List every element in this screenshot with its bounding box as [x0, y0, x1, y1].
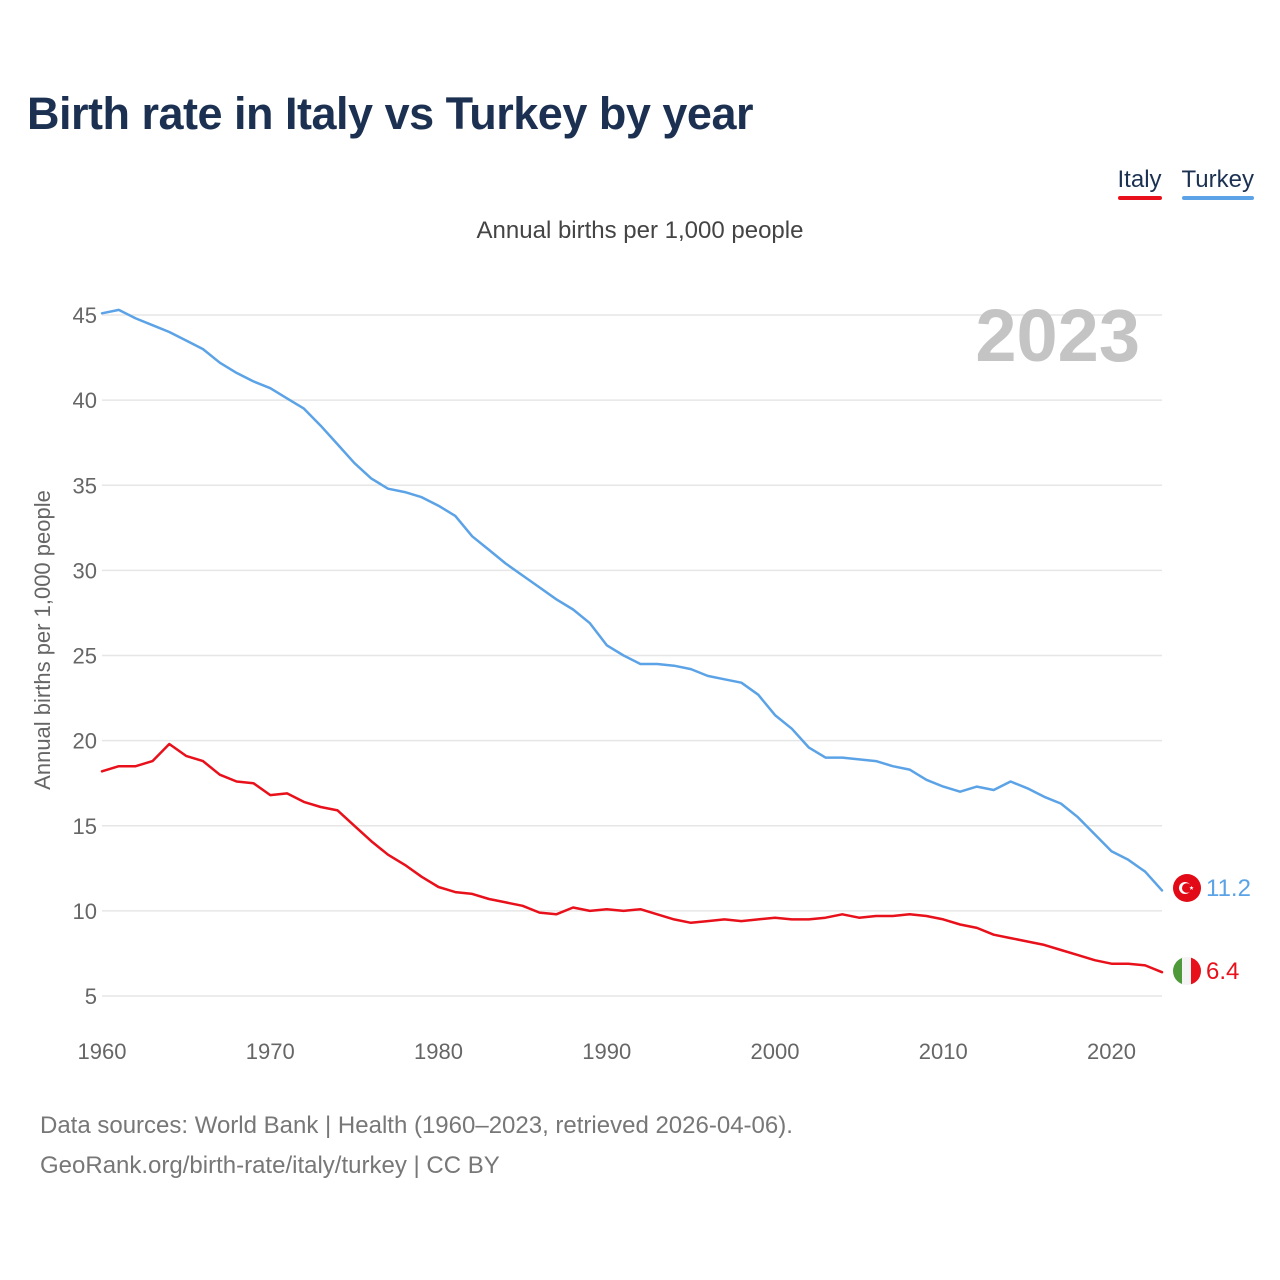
x-tick-label-2000: 2000 — [751, 1039, 800, 1064]
x-tick-label-2020: 2020 — [1087, 1039, 1136, 1064]
year-watermark: 2023 — [975, 294, 1140, 377]
legend-label-turkey: Turkey — [1181, 166, 1254, 193]
x-tick-label-1970: 1970 — [246, 1039, 295, 1064]
x-tick-label-1990: 1990 — [582, 1039, 631, 1064]
y-tick-label-35: 35 — [73, 473, 97, 498]
grid-lines — [102, 314, 1162, 997]
series-lines — [100, 308, 1164, 974]
x-tick-label-2010: 2010 — [919, 1039, 968, 1064]
y-tick-label-10: 10 — [73, 899, 97, 924]
x-axis-ticks: 1960 1970 1980 1990 2000 2010 2020 — [78, 1039, 1136, 1064]
series-line-italy — [100, 742, 1164, 974]
chart-title: Birth rate in Italy vs Turkey by year — [27, 88, 753, 139]
legend-label-italy: Italy — [1117, 166, 1162, 193]
y-tick-label-45: 45 — [73, 303, 97, 328]
end-label-turkey: 11.2 — [1206, 875, 1251, 902]
y-axis-label: Annual births per 1,000 people — [30, 490, 55, 790]
turkey-flag-icon — [1173, 874, 1201, 902]
y-tick-label-40: 40 — [73, 388, 97, 413]
y-tick-label-5: 5 — [85, 984, 97, 1009]
y-tick-label-30: 30 — [73, 558, 97, 583]
legend-item-italy[interactable]: Italy — [1117, 166, 1162, 200]
legend-swatch-italy — [1117, 196, 1162, 200]
legend-item-turkey[interactable]: Turkey — [1181, 166, 1254, 200]
legend: Italy Turkey — [1117, 166, 1254, 200]
italy-flag-icon — [1173, 957, 1201, 985]
chart-subtitle: Annual births per 1,000 people — [476, 217, 804, 244]
x-tick-label-1960: 1960 — [78, 1039, 127, 1064]
y-axis-ticks: 5 10 15 20 25 30 35 40 45 — [73, 303, 97, 1009]
series-line-turkey — [100, 308, 1164, 892]
credit-line: GeoRank.org/birth-rate/italy/turkey | CC… — [40, 1152, 500, 1179]
y-tick-label-20: 20 — [73, 729, 97, 754]
footer: Data sources: World Bank | Health (1960–… — [40, 1106, 793, 1186]
y-tick-label-15: 15 — [73, 814, 97, 839]
x-tick-label-1980: 1980 — [414, 1039, 463, 1064]
y-tick-label-25: 25 — [73, 644, 97, 669]
end-label-italy: 6.4 — [1206, 958, 1239, 985]
line-chart: 5 10 15 20 25 30 35 40 45 1960 1970 1980 1990 2000 20… — [30, 294, 1251, 1064]
data-sources: Data sources: World Bank | Health (1960–… — [40, 1112, 793, 1139]
legend-swatch-turkey — [1181, 196, 1254, 200]
